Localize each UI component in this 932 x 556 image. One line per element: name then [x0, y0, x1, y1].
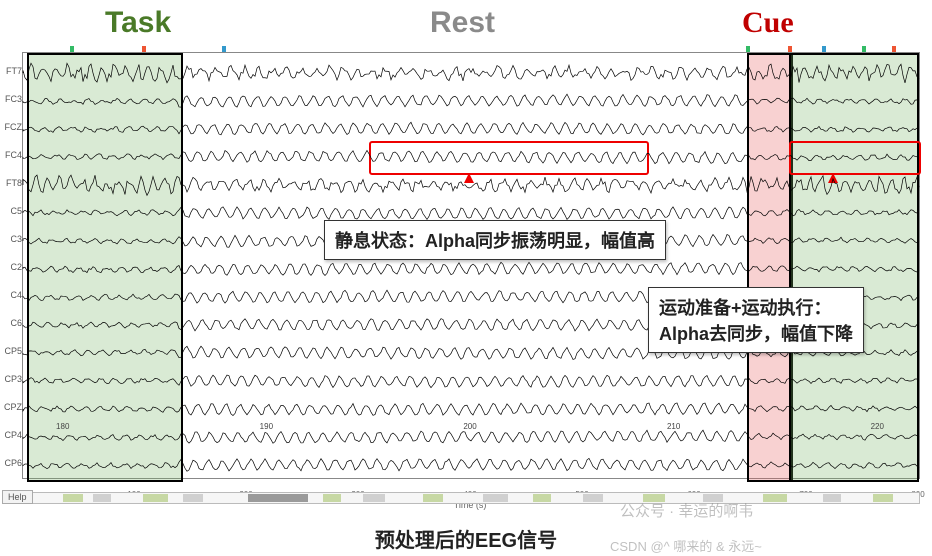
annotation-rest: 静息状态：Alpha同步振荡明显，幅值高	[324, 220, 666, 260]
seconds-tick: 210	[667, 422, 680, 431]
header-rest: Rest	[430, 6, 495, 40]
nav-segment	[93, 494, 111, 502]
seconds-tick: 220	[871, 422, 884, 431]
seconds-tick: 180	[56, 422, 69, 431]
channel-label-fc3: FC3	[0, 95, 24, 104]
seconds-tick: 190	[260, 422, 273, 431]
waveform-ft8	[23, 171, 919, 199]
header-cue: Cue	[742, 6, 794, 40]
channel-label-c5: C5	[0, 207, 24, 216]
waveform-cpz	[23, 395, 919, 423]
header-task: Task	[105, 6, 171, 40]
waveform-cp3	[23, 367, 919, 395]
channel-label-c6: C6	[0, 319, 24, 328]
channel-label-cp4: CP4	[0, 431, 24, 440]
nav-segment	[143, 494, 168, 502]
watermark-wechat: 公众号 · 幸运的啊韦	[620, 500, 753, 521]
annotation-task: 运动准备+运动执行： Alpha去同步，幅值下降	[648, 287, 864, 353]
channel-label-c3: C3	[0, 235, 24, 244]
channel-label-cp6: CP6	[0, 459, 24, 468]
nav-segment	[363, 494, 385, 502]
nav-segment	[533, 494, 551, 502]
waveform-fc3	[23, 87, 919, 115]
nav-segment	[183, 494, 203, 502]
nav-segment	[423, 494, 443, 502]
channel-label-c2: C2	[0, 263, 24, 272]
watermark-csdn: CSDN @^ 哪来的 & 永远~	[610, 536, 762, 555]
channel-label-c4: C4	[0, 291, 24, 300]
nav-scrubber[interactable]	[22, 492, 920, 504]
waveform-cp6	[23, 451, 919, 479]
nav-segment	[583, 494, 603, 502]
eeg-plot	[22, 52, 920, 479]
waveform-fcz	[23, 115, 919, 143]
annotation-task-line1: 运动准备+运动执行：	[659, 298, 832, 318]
nav-segment	[763, 494, 787, 502]
nav-segment	[323, 494, 341, 502]
channel-label-fcz: FCZ	[0, 123, 24, 132]
nav-segment	[873, 494, 893, 502]
channel-label-cp3: CP3	[0, 375, 24, 384]
annotation-task-line2: Alpha去同步，幅值下降	[659, 324, 853, 344]
seconds-tick: 200	[463, 422, 476, 431]
help-button[interactable]: Help	[2, 490, 33, 504]
figure-caption: 预处理后的EEG信号	[0, 524, 932, 553]
nav-segment	[248, 494, 308, 502]
channel-label-cp5: CP5	[0, 347, 24, 356]
waveform-fc4	[23, 143, 919, 171]
channel-label-fc4: FC4	[0, 151, 24, 160]
channel-label-ft7: FT7	[0, 67, 24, 76]
channel-label-cpz: CPZ	[0, 403, 24, 412]
nav-segment	[483, 494, 508, 502]
nav-segment	[63, 494, 83, 502]
nav-segment	[823, 494, 841, 502]
channel-label-ft8: FT8	[0, 179, 24, 188]
waveform-ft7	[23, 59, 919, 87]
